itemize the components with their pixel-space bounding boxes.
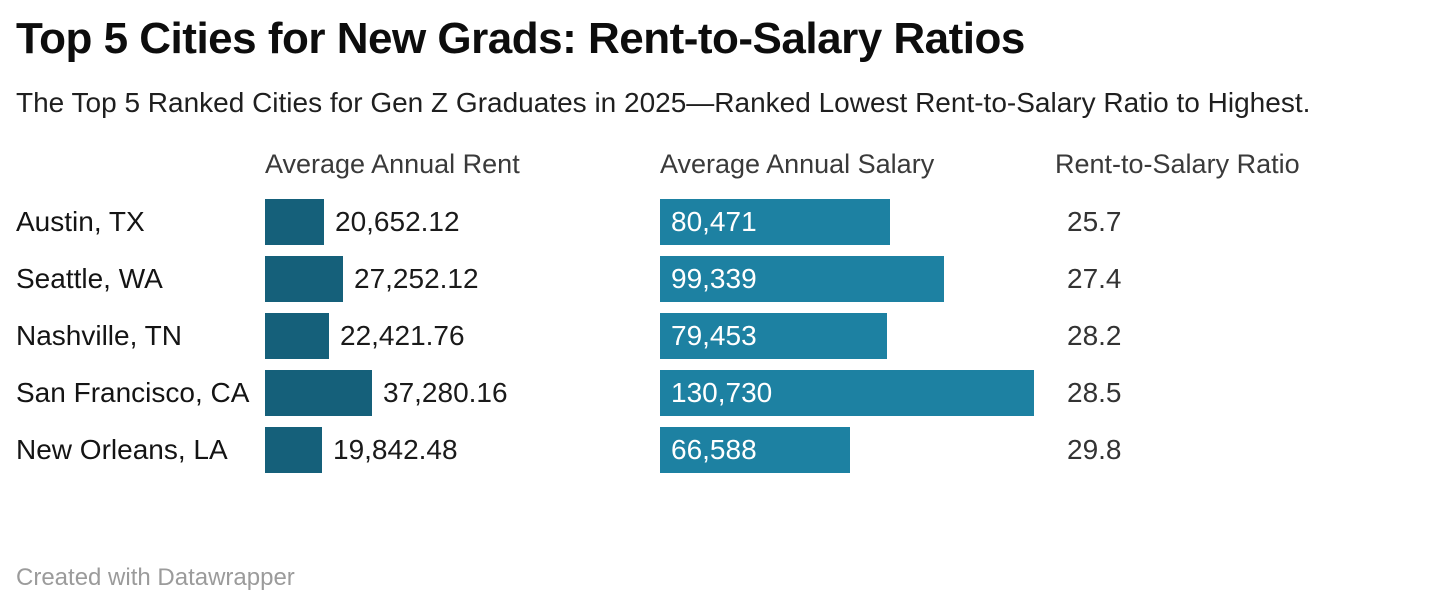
ratio-value: 28.5 [1067,376,1122,408]
ratio-value: 25.7 [1067,205,1122,237]
credit-link[interactable]: Created with Datawrapper [16,564,295,591]
page-subtitle: The Top 5 Ranked Cities for Gen Z Gradua… [16,86,1311,118]
salary-cell: 66,588 [660,421,1055,478]
salary-bar: 99,339 [660,255,944,302]
rent-bar [265,255,343,302]
ratio-value: 27.4 [1067,262,1122,294]
rent-value: 37,280.16 [383,376,508,408]
bar-table: Average Annual Rent Average Annual Salar… [16,149,1424,478]
rent-bar [265,312,329,359]
column-header-rent: Average Annual Rent [265,149,520,180]
salary-cell: 130,730 [660,364,1055,421]
rent-value: 22,421.76 [340,319,465,351]
salary-bar: 66,588 [660,426,850,473]
rent-cell: 37,280.16 [265,364,660,421]
row-label: Seattle, WA [16,262,163,294]
rent-bar [265,426,322,473]
ratio-value: 29.8 [1067,433,1122,465]
salary-bar-label: 66,588 [671,433,757,465]
salary-bar-label: 79,453 [671,319,757,351]
salary-cell: 80,471 [660,193,1055,250]
rent-cell: 20,652.12 [265,193,660,250]
salary-bar-label: 80,471 [671,205,757,237]
column-header-salary: Average Annual Salary [660,149,935,180]
page-title: Top 5 Cities for New Grads: Rent-to-Sala… [16,14,1025,63]
row-label: San Francisco, CA [16,376,250,408]
ratio-value: 28.2 [1067,319,1122,351]
row-label: Austin, TX [16,205,145,237]
rent-bar [265,369,372,416]
table-row: Austin, TX 20,652.12 80,471 25.7 [16,193,1424,250]
row-label: New Orleans, LA [16,433,228,465]
column-header-ratio: Rent-to-Salary Ratio [1055,149,1300,180]
salary-cell: 99,339 [660,250,1055,307]
salary-bar-label: 130,730 [671,376,773,408]
rent-bar [265,198,324,245]
salary-cell: 79,453 [660,307,1055,364]
table-row: Seattle, WA 27,252.12 99,339 27.4 [16,250,1424,307]
salary-bar: 79,453 [660,312,887,359]
salary-bar-label: 99,339 [671,262,757,294]
salary-bar: 130,730 [660,369,1034,416]
salary-bar: 80,471 [660,198,890,245]
table-row: Nashville, TN 22,421.76 79,453 28.2 [16,307,1424,364]
table-body: Austin, TX 20,652.12 80,471 25.7 Seattle… [16,193,1424,478]
rent-cell: 27,252.12 [265,250,660,307]
rent-cell: 22,421.76 [265,307,660,364]
table-header-row: Average Annual Rent Average Annual Salar… [16,149,1424,180]
rent-value: 19,842.48 [333,433,458,465]
table-row: New Orleans, LA 19,842.48 66,588 29.8 [16,421,1424,478]
rent-value: 20,652.12 [335,205,460,237]
row-label: Nashville, TN [16,319,182,351]
rent-value: 27,252.12 [354,262,479,294]
table-row: San Francisco, CA 37,280.16 130,730 28.5 [16,364,1424,421]
rent-cell: 19,842.48 [265,421,660,478]
